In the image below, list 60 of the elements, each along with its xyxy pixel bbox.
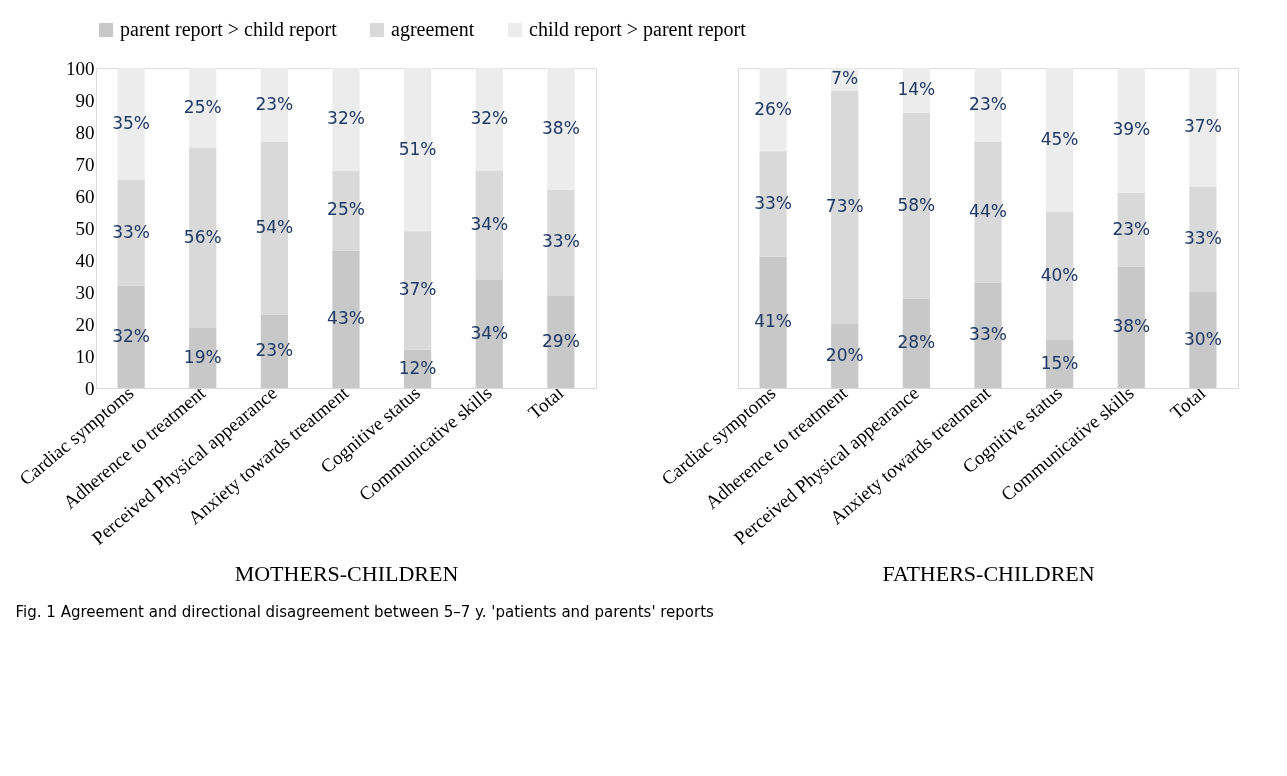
data-label: 37% [1184,116,1222,137]
data-label: 12% [398,357,437,378]
y-tick-label: 10 [75,345,95,367]
data-label: 51% [398,138,437,159]
y-tick-label: 30 [75,281,95,303]
data-label: 30% [1184,329,1222,349]
data-label: 34% [470,213,509,234]
data-label: 23% [1112,218,1151,239]
data-label: 32% [470,108,509,129]
data-label: 39% [1112,119,1151,140]
data-label: 33% [1184,228,1222,249]
y-tick-label: 20 [75,313,95,335]
data-label: 58% [897,194,936,215]
data-label: 44% [969,201,1007,221]
data-label: 40% [1040,265,1079,285]
data-label: 14% [897,79,936,100]
data-label: 73% [825,196,864,217]
data-label: 33% [969,324,1007,345]
data-label: 33% [112,221,150,242]
data-label: 23% [255,93,294,114]
data-label: 32% [112,325,150,346]
y-tick-label: 50 [75,217,95,239]
data-label: 34% [470,322,509,343]
data-label: 38% [1112,316,1151,337]
data-label: 25% [327,199,365,220]
caption: Fig. 1 Agreement and directional disagreement between 5–7 y. 'patients and parents' reports [15,602,715,621]
legend-label: agreement [391,18,475,41]
data-label: 43% [327,308,365,329]
data-label: 23% [255,340,294,361]
data-label: 19% [183,346,222,367]
data-label: 33% [542,231,580,252]
data-label: 25% [183,97,222,117]
data-label: 54% [255,217,294,237]
y-tick-label: 70 [75,153,95,175]
data-label: 28% [897,332,936,353]
data-label: 45% [1040,129,1079,149]
y-tick-label: 80 [75,121,95,143]
data-label: 35% [112,113,150,133]
data-label: 26% [754,98,792,119]
data-label: 38% [542,117,580,138]
y-tick-label: 100 [66,57,95,79]
x-axis-title: FATHERS-CHILDREN [882,560,1095,586]
legend-label: parent report > child report [120,18,338,41]
data-label: 37% [398,279,437,300]
data-label: 32% [327,108,365,129]
data-label: 23% [969,93,1007,114]
x-tick-label: Total [1166,382,1210,424]
y-tick-label: 90 [75,89,95,111]
data-label: 15% [1040,353,1079,373]
x-tick-label: Total [524,382,568,424]
legend-label: child report > parent report [529,18,747,41]
data-label: 20% [825,345,864,365]
x-axis-title: MOTHERS-CHILDREN [234,560,459,586]
data-label: 41% [754,311,792,332]
y-tick-label: 40 [75,249,95,271]
data-label: 7% [831,68,859,89]
data-label: 56% [183,226,222,247]
data-label: 33% [754,193,792,213]
data-label: 29% [542,330,580,351]
y-tick-label: 60 [75,185,95,207]
